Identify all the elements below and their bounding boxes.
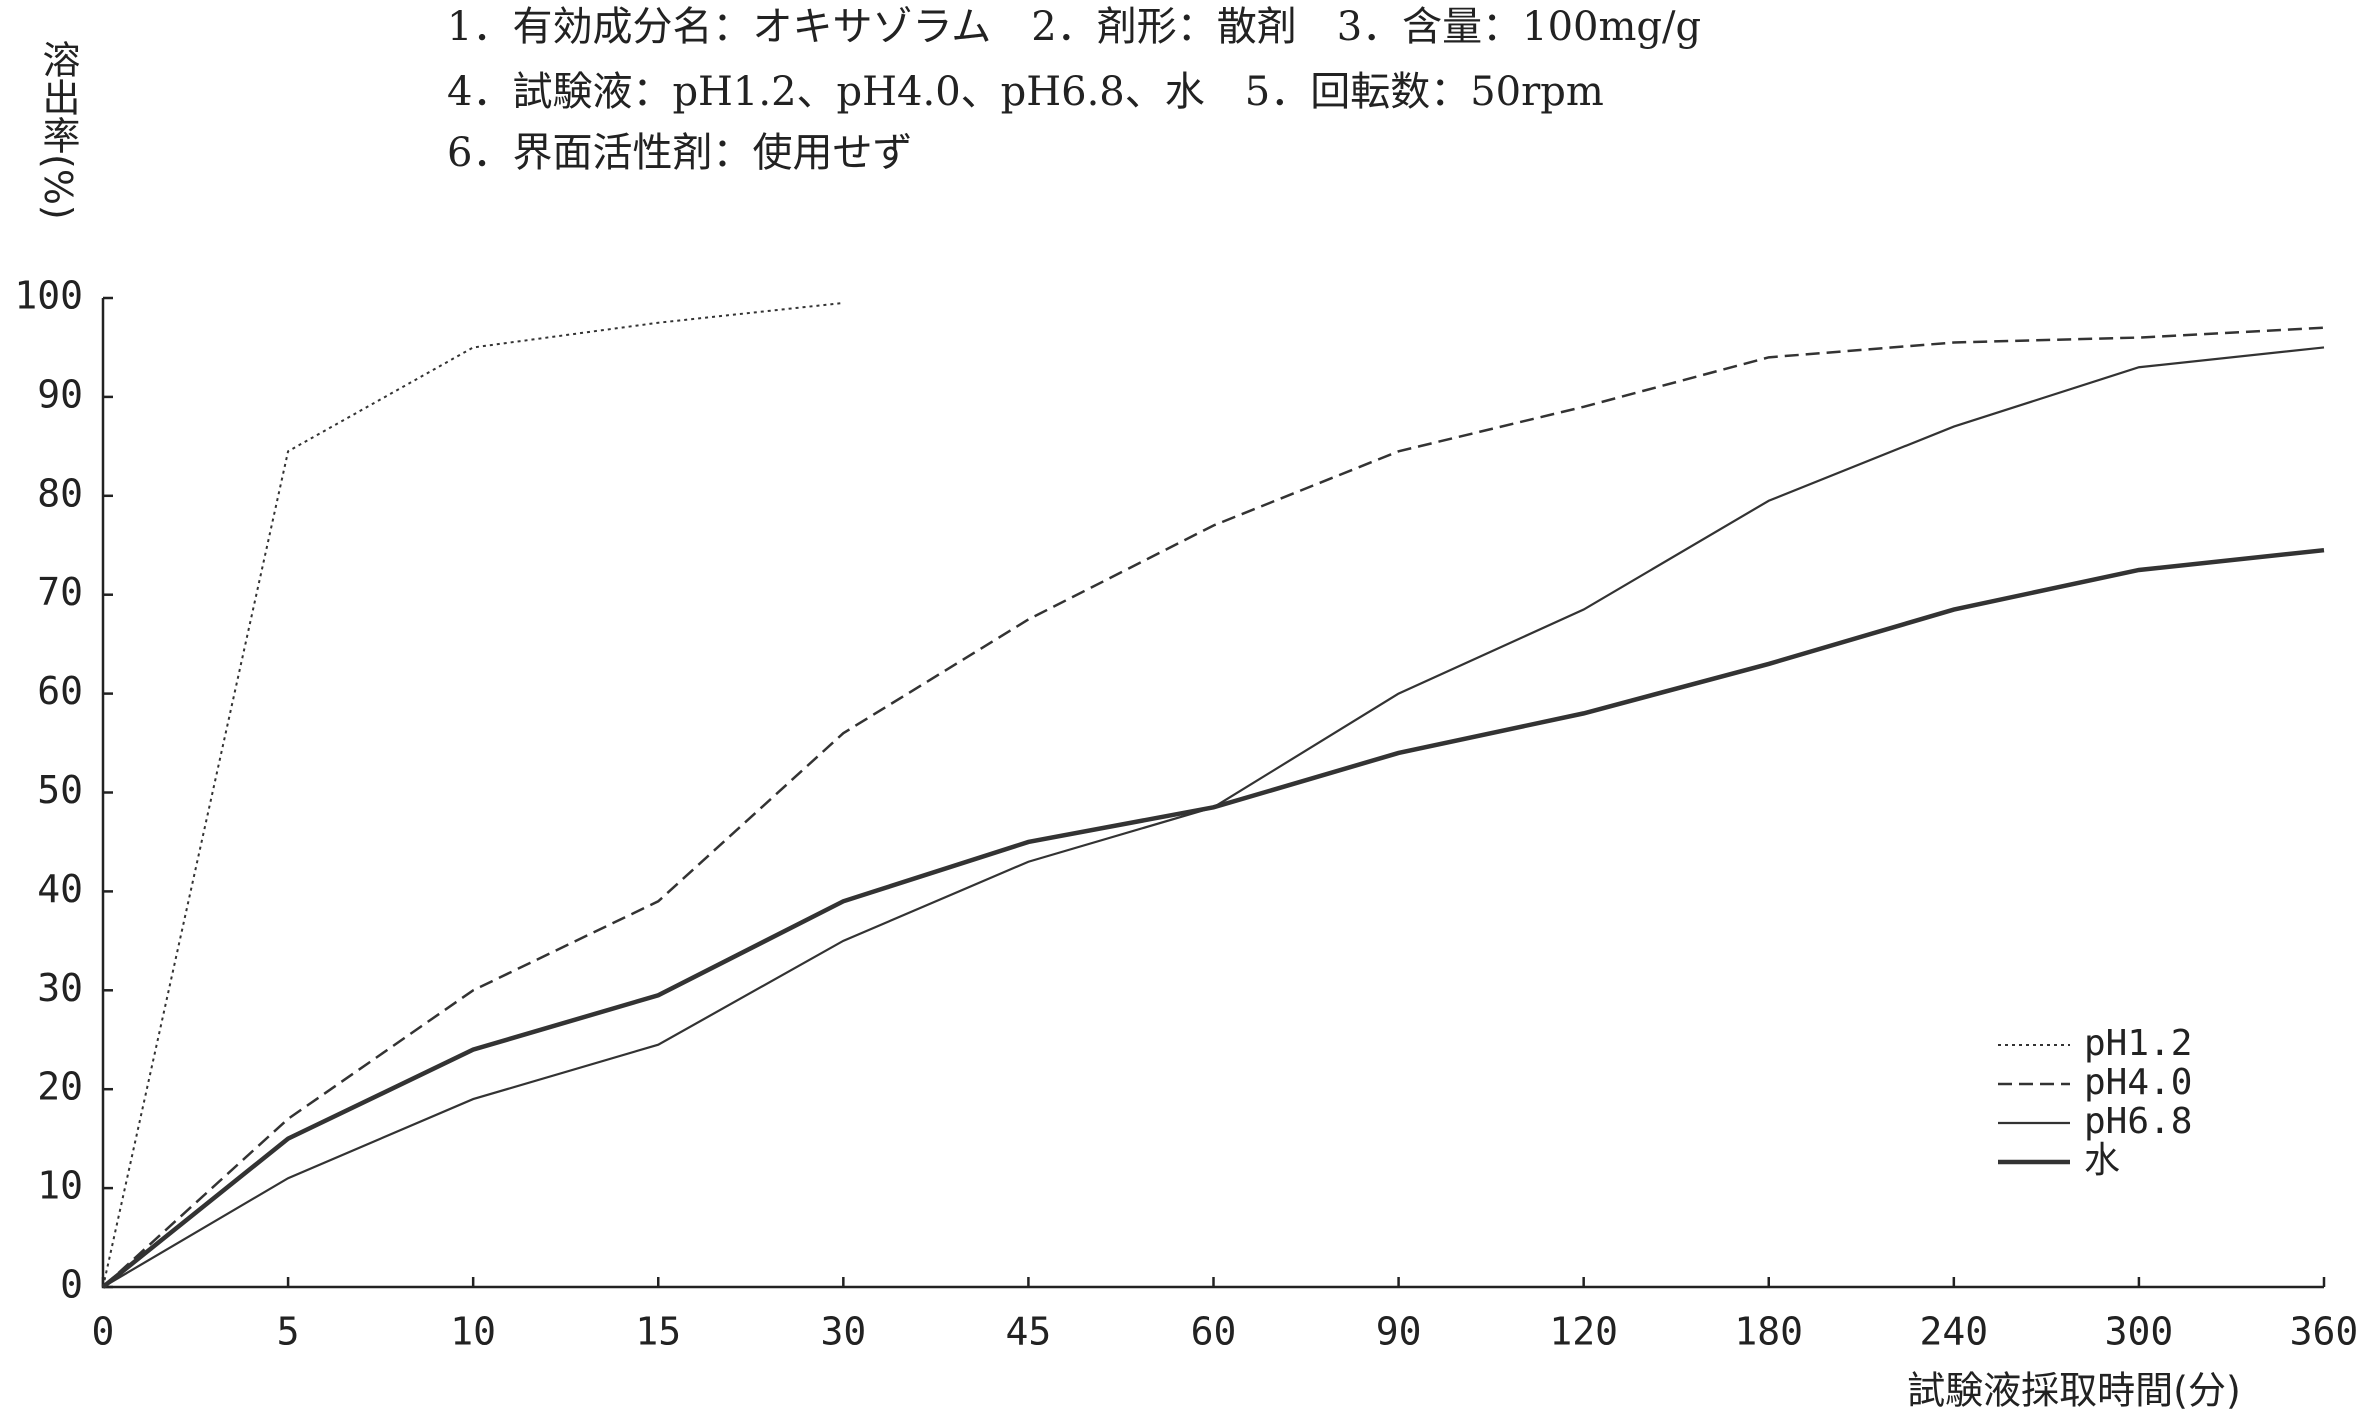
y-tick-label: 60 — [37, 669, 83, 713]
y-tick-label: 30 — [37, 966, 83, 1010]
series-line — [101, 547, 2325, 1289]
annotation: 4．試験液：pH1.2、pH4.0、pH6.8、水 5．回転数：50rpm — [447, 69, 1604, 115]
y-axis-label: 溶出率(%) — [36, 40, 80, 220]
annotation: 1．有効成分名：オキサゾラム 2．剤形：散剤 3．含量：100mg/g — [447, 4, 1701, 50]
y-tick-label: 100 — [14, 274, 83, 318]
y-tick-label: 90 — [37, 372, 83, 416]
y-tick-label: 10 — [37, 1164, 83, 1208]
x-tick-label: 30 — [820, 1310, 866, 1354]
legend-label: pH1.2 — [2084, 1023, 2192, 1064]
x-axis-label: 試験液採取時間(分) — [1907, 1369, 2241, 1413]
x-tick-label: 45 — [1006, 1310, 1052, 1354]
x-tick-label: 120 — [1549, 1310, 1618, 1354]
x-tick-label: 240 — [1920, 1310, 1989, 1354]
x-tick-label: 5 — [277, 1310, 300, 1354]
legend-label: pH6.8 — [2084, 1101, 2192, 1142]
y-tick-label: 20 — [37, 1065, 83, 1109]
annotation: 6．界面活性剤：使用せず — [447, 130, 912, 176]
x-tick-label: 15 — [635, 1310, 681, 1354]
y-tick-label: 50 — [37, 768, 83, 812]
y-tick-label: 70 — [37, 570, 83, 614]
legend-label: 水 — [2084, 1140, 2120, 1181]
x-tick-label: 300 — [2105, 1310, 2174, 1354]
x-tick-label: 360 — [2290, 1310, 2359, 1354]
y-tick-label: 80 — [37, 471, 83, 515]
series-line — [102, 346, 2325, 1288]
series-line — [102, 326, 2325, 1288]
x-tick-label: 10 — [450, 1310, 496, 1354]
y-tick-label: 40 — [37, 867, 83, 911]
x-tick-label: 90 — [1376, 1310, 1422, 1354]
y-tick-label: 0 — [60, 1263, 83, 1307]
legend-label: pH4.0 — [2084, 1062, 2192, 1103]
series-line — [102, 301, 844, 1288]
x-tick-label: 180 — [1734, 1310, 1803, 1354]
x-tick-label: 60 — [1191, 1310, 1237, 1354]
x-tick-label: 0 — [92, 1310, 115, 1354]
axis — [101, 298, 2324, 1289]
